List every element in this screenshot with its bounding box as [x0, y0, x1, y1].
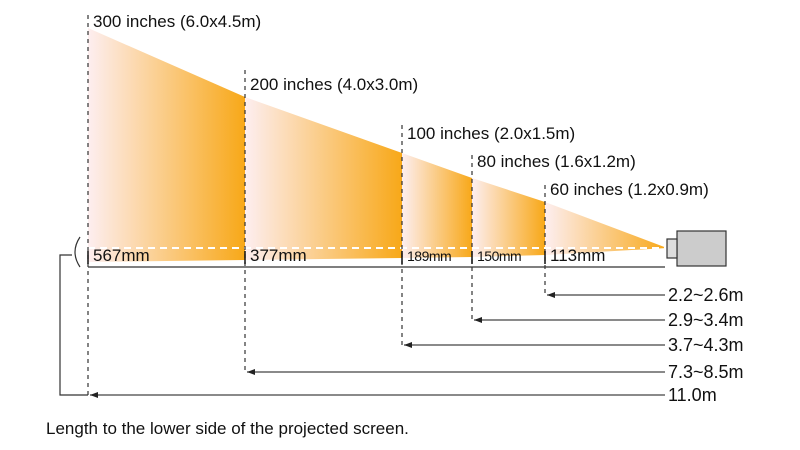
screen-position: 100 inches (2.0x1.5m) 189mm 3.7~4.3m — [401, 124, 744, 355]
projector-icon — [666, 230, 727, 267]
screen-size-label: 100 inches (2.0x1.5m) — [407, 124, 575, 143]
screen-height-label: 189mm — [407, 248, 451, 264]
screen-position: 60 inches (1.2x0.9m) 113mm 2.2~2.6m — [544, 180, 744, 305]
beam-segment — [88, 28, 245, 262]
beam-segment — [402, 153, 472, 258]
screen-size-label: 200 inches (4.0x3.0m) — [250, 75, 418, 94]
footnote: Length to the lower side of the projecte… — [46, 419, 409, 438]
screen-size-label: 80 inches (1.6x1.2m) — [477, 152, 636, 171]
distance-label: 11.0m — [668, 385, 717, 405]
screen-size-label: 300 inches (6.0x4.5m) — [93, 12, 261, 31]
distance-arrowhead — [547, 292, 555, 298]
screen-size-label: 60 inches (1.2x0.9m) — [550, 180, 709, 199]
distance-label: 7.3~8.5m — [668, 362, 744, 382]
distance-label: 2.2~2.6m — [668, 285, 744, 305]
screen-height-label: 150mm — [477, 248, 521, 264]
distance-arrowhead — [90, 392, 98, 398]
distance-arrowhead — [404, 342, 412, 348]
light-beam — [88, 28, 667, 262]
distance-label: 2.9~3.4m — [668, 310, 744, 330]
bracket — [59, 236, 88, 396]
beam-segment — [245, 97, 402, 260]
screen-height-label: 113mm — [550, 246, 605, 265]
screen-position: 80 inches (1.6x1.2m) 150mm 2.9~3.4m — [471, 152, 744, 330]
distance-arrowhead — [247, 369, 255, 375]
beam-segment — [472, 178, 545, 257]
beam-segment — [545, 202, 667, 255]
screen-height-label: 377mm — [250, 246, 307, 265]
screen-position: 200 inches (4.0x3.0m) 377mm 7.3~8.5m — [244, 70, 744, 382]
distance-arrowhead — [474, 317, 482, 323]
distance-label: 3.7~4.3m — [668, 335, 744, 355]
screen-height-label: 567mm — [93, 246, 150, 265]
screen-position: 300 inches (6.0x4.5m) 567mm 11.0m — [87, 12, 717, 405]
